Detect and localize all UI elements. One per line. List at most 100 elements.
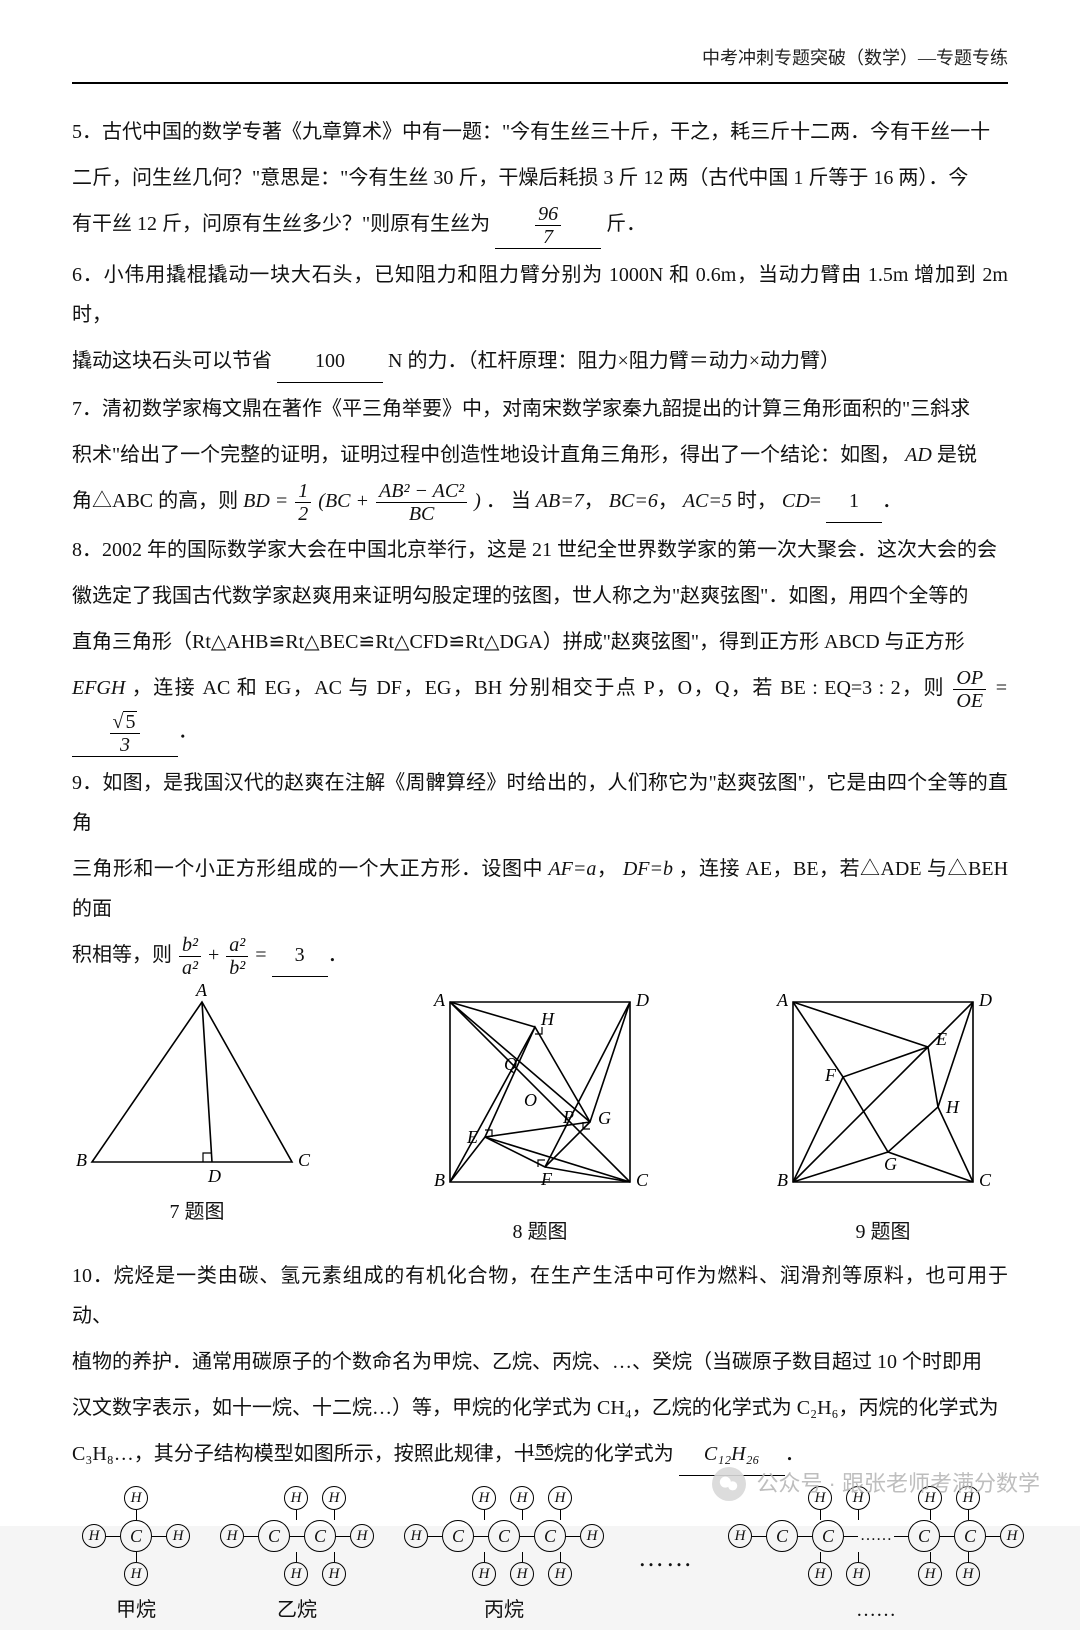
mol-propane: H H H H C C CH H H H 丙烷 (404, 1486, 604, 1630)
fig7-cell: ABCD 7 题图 (82, 992, 312, 1252)
svg-text:B: B (434, 1170, 445, 1190)
q7-half-den: 2 (295, 503, 311, 524)
q9-line1: 9．如图，是我国汉代的赵爽在注解《周髀算经》时给出的，人们称它为"赵爽弦图"，它… (72, 763, 1008, 843)
q5-answer-den: 7 (535, 226, 561, 247)
q7-AD: AD (905, 444, 932, 466)
q7-eq1: = (275, 490, 294, 512)
q7-AC: AC=5 (683, 490, 732, 512)
q7-paren-close: ) (474, 490, 481, 512)
q6-line2a: 撬动这块石头可以节省 (72, 350, 272, 372)
q8-answer-frac: √5 3 (110, 711, 141, 755)
q8-ratio-den: OE (953, 690, 986, 711)
q9-f2: a² b² (226, 935, 248, 978)
svg-text:P: P (562, 1107, 574, 1127)
q7-BCv: BC=6 (609, 490, 658, 512)
svg-text:D: D (635, 990, 649, 1010)
q6-line2: 撬动这块石头可以节省 100 N 的力．（杠杆原理：阻力×阻力臂＝动力×动力臂） (72, 341, 1008, 383)
q10-line2: 植物的养护．通常用碳原子的个数命名为甲烷、乙烷、丙烷、…、癸烷（当碳原子数目超过… (72, 1342, 1008, 1382)
q9-f1n: b² (179, 935, 201, 957)
q7-bigfrac-num: AB² − AC² (376, 481, 467, 503)
q7-bigfrac-den: BC (376, 503, 467, 524)
q10-line3: 汉文数字表示，如十一烷、十二烷…）等，甲烷的化学式为 CH₄，乙烷的化学式为 C… (72, 1388, 1008, 1428)
svg-text:C: C (979, 1170, 992, 1190)
q9-line3a: 积相等，则 (72, 944, 177, 966)
q9-AF: AF=a (548, 858, 596, 880)
q7-CD: CD (782, 490, 810, 512)
fig8-svg: ABCDEFGHOPQ (425, 992, 655, 1192)
q5-line2: 二斤，问生丝几何？"意思是："今有生丝 30 斤，干燥后耗损 3 斤 12 两（… (72, 158, 1008, 198)
q9-f1d: a² (179, 957, 201, 978)
svg-text:G: G (598, 1108, 611, 1128)
svg-text:E: E (935, 1029, 947, 1049)
mol-generic-cap: …… (728, 1590, 1024, 1630)
q7-line2b: 是锐 (937, 444, 977, 466)
svg-text:D: D (207, 1166, 221, 1186)
mol-generic: H H H H H C C …… C CH H H H H …… (728, 1486, 1024, 1630)
q8-line4: EFGH ，连接 AC 和 EG，AC 与 DF，EG，BH 分别相交于点 P，… (72, 668, 1008, 757)
q8-answer-blank: √5 3 (72, 711, 178, 757)
q8-line1: 8．2002 年的国际数学家大会在中国北京举行，这是 21 世纪全世界数学家的第… (72, 530, 1008, 570)
mol-ethane: H H H C CH H H 乙烷 (220, 1486, 374, 1630)
mol-methane: H H CH H 甲烷 (82, 1486, 190, 1630)
q9-f1: b² a² (179, 935, 201, 978)
watermark: 公众号 · 跟张老师考满分数学 (712, 1462, 1040, 1506)
q7-paren: (BC + (318, 490, 374, 512)
page: 中考冲刺专题突破（数学）—专题专练 5．古代中国的数学专著《九章算术》中有一题：… (0, 0, 1080, 1526)
fig9-svg: ABCDEFGH (768, 992, 998, 1192)
q9-line2: 三角形和一个小正方形组成的一个大正方形．设图中 AF=a， DF=b ，连接 A… (72, 849, 1008, 929)
q8-ratio: OP OE (953, 668, 986, 711)
q7-AB: AB=7 (536, 490, 584, 512)
q9-line3: 积相等，则 b² a² + a² b² = 3． (72, 935, 1008, 978)
q7-BC: BC (325, 490, 351, 512)
mol-ethane-cap: 乙烷 (220, 1590, 374, 1630)
q9-answer-blank: 3 (272, 935, 328, 977)
svg-text:A: A (195, 980, 208, 1000)
q9-eq: = (255, 944, 271, 966)
q9-DF: DF=b (623, 858, 673, 880)
q8-line4a: ，连接 AC 和 EG，AC 与 DF，EG，BH 分别相交于点 P，O，Q，若… (132, 677, 952, 699)
q7-half-num: 1 (295, 481, 311, 503)
q7-half: 1 2 (295, 481, 311, 524)
q5-line3: 有干丝 12 斤，问原有生丝多少？"则原有生丝为 96 7 斤． (72, 204, 1008, 249)
mol-dots1: …… (634, 1532, 698, 1584)
q7-line3d: ． 当 (486, 490, 536, 512)
q6-answer-blank: 100 (277, 341, 383, 383)
q6-line2b: N 的力．（杠杆原理：阻力×阻力臂＝动力×动力臂） (388, 350, 840, 372)
q7-line3: 角△ABC 的高，则 BD = 1 2 (BC + AB² − AC² BC )… (72, 481, 1008, 524)
q8-line3: 直角三角形（Rt△AHB≌Rt△BEC≌Rt△CFD≌Rt△DGA）拼成"赵爽弦… (72, 622, 1008, 662)
page-header: 中考冲刺专题突破（数学）—专题专练 (72, 40, 1008, 84)
svg-text:C: C (636, 1170, 649, 1190)
molecule-row: H H CH H 甲烷 H H H C CH H H 乙烷 (82, 1486, 1008, 1630)
fig9-cell: ABCDEFGH 9 题图 (768, 992, 998, 1252)
svg-text:B: B (777, 1170, 788, 1190)
q9-plus: + (208, 944, 224, 966)
q7-line2a: 积术"给出了一个完整的证明，证明过程中创造性地设计直角三角形，得出了一个结论：如… (72, 444, 900, 466)
svg-text:B: B (76, 1150, 87, 1170)
svg-text:F: F (540, 1169, 553, 1189)
svg-text:H: H (945, 1097, 960, 1117)
q8-answer-num: √5 (110, 711, 141, 734)
q9-f2d: b² (226, 957, 248, 978)
q9-line2a: 三角形和一个小正方形组成的一个大正方形．设图中 (72, 858, 548, 880)
fig8-cell: ABCDEFGHOPQ 8 题图 (425, 992, 655, 1252)
q8-eq: = (995, 677, 1009, 699)
q7-line3e: 时， (737, 490, 777, 512)
q7-line2: 积术"给出了一个完整的证明，证明过程中创造性地设计直角三角形，得出了一个结论：如… (72, 435, 1008, 475)
fig8-caption: 8 题图 (425, 1212, 655, 1252)
q5-line3a: 有干丝 12 斤，问原有生丝多少？"则原有生丝为 (72, 213, 490, 235)
svg-text:A: A (433, 990, 446, 1010)
svg-text:A: A (776, 990, 789, 1010)
q7-BD: BD (243, 490, 270, 512)
watermark-text: 公众号 · 跟张老师考满分数学 (756, 1462, 1040, 1506)
q8-EFGH: EFGH (72, 677, 125, 699)
q5-answer-num: 96 (535, 204, 561, 226)
q5-answer-blank: 96 7 (495, 204, 601, 249)
svg-text:D: D (978, 990, 992, 1010)
svg-text:E: E (466, 1127, 478, 1147)
q8-line2: 徽选定了我国古代数学家赵爽用来证明勾股定理的弦图，世人称之为"赵爽弦图"．如图，… (72, 576, 1008, 616)
q9-f2n: a² (226, 935, 248, 957)
q6-line1: 6．小伟用撬棍撬动一块大石头，已知阻力和阻力臂分别为 1000N 和 0.6m，… (72, 255, 1008, 335)
svg-text:F: F (824, 1065, 837, 1085)
mol-methane-cap: 甲烷 (82, 1590, 190, 1630)
fig7-caption: 7 题图 (82, 1192, 312, 1232)
